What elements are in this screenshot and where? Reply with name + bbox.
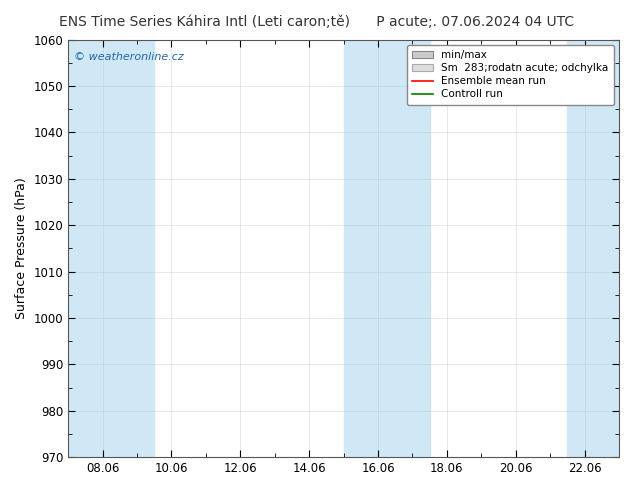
Text: © weatheronline.cz: © weatheronline.cz: [74, 52, 183, 62]
Text: ENS Time Series Káhira Intl (Leti caron;tě)      P acute;. 07.06.2024 04 UTC: ENS Time Series Káhira Intl (Leti caron;…: [60, 15, 574, 29]
Bar: [344, 40, 430, 457]
Bar: [567, 40, 619, 457]
Bar: [68, 40, 154, 457]
Legend: min/max, Sm  283;rodatn acute; odchylka, Ensemble mean run, Controll run: min/max, Sm 283;rodatn acute; odchylka, …: [407, 45, 614, 104]
Y-axis label: Surface Pressure (hPa): Surface Pressure (hPa): [15, 177, 28, 319]
